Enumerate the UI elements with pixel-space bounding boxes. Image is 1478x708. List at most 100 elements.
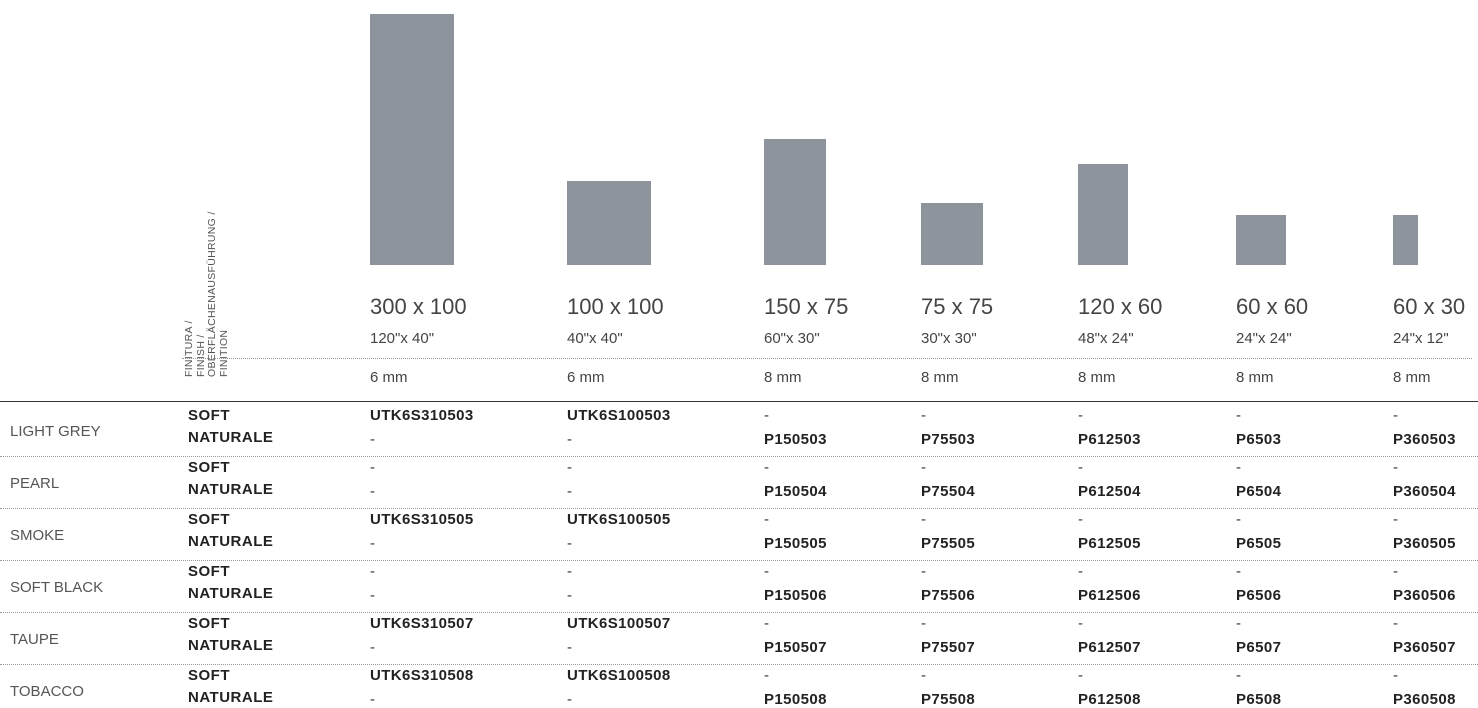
finish-soft-label: SOFT [188, 615, 230, 632]
size-metric-label: 75 x 75 [921, 294, 994, 319]
product-code-soft: - [1393, 407, 1398, 424]
finish-header-line: FINITION [217, 329, 230, 377]
finish-naturale-label: NATURALE [188, 637, 274, 654]
thickness-label: 6 mm [370, 369, 408, 386]
color-name: PEARL [10, 475, 60, 492]
product-code-soft: - [764, 615, 769, 632]
product-code-soft: - [921, 667, 926, 684]
product-code-soft: - [1236, 407, 1241, 424]
product-code-naturale: - [370, 691, 375, 708]
product-code-soft: - [921, 615, 926, 632]
product-code-soft: UTK6S310503 [370, 407, 474, 424]
finish-naturale-label: NATURALE [188, 533, 274, 550]
product-code-soft: - [370, 459, 375, 476]
product-code-soft: - [764, 511, 769, 528]
tile-size-swatch [1078, 164, 1128, 265]
product-code-soft: - [1078, 511, 1083, 528]
product-code-naturale: P612507 [1078, 639, 1141, 656]
product-code-naturale: P360507 [1393, 639, 1456, 656]
product-code-soft: - [1236, 563, 1241, 580]
product-code-naturale: P6504 [1236, 483, 1282, 500]
thickness-label: 8 mm [764, 369, 802, 386]
product-code-naturale: P360508 [1393, 691, 1456, 708]
tile-size-swatch [1236, 215, 1286, 265]
product-code-soft: UTK6S310507 [370, 615, 474, 632]
product-code-soft: - [1078, 615, 1083, 632]
product-code-soft: - [1393, 615, 1398, 632]
thickness-label: 8 mm [921, 369, 959, 386]
product-code-naturale: P150507 [764, 639, 827, 656]
tile-size-swatch [921, 203, 983, 265]
finish-soft-label: SOFT [188, 459, 230, 476]
color-name: TOBACCO [10, 683, 84, 700]
product-code-soft: - [921, 511, 926, 528]
product-code-soft: - [1236, 667, 1241, 684]
finish-column-header: FINITURA / FINISH / OBERFLÄCHENAUSFÜHRUN… [183, 211, 230, 377]
color-name: SOFT BLACK [10, 579, 104, 596]
product-code-soft: - [921, 563, 926, 580]
product-code-soft: - [1078, 459, 1083, 476]
product-code-naturale: - [370, 587, 375, 604]
size-metric-label: 300 x 100 [370, 294, 467, 319]
product-code-naturale: - [370, 483, 375, 500]
product-code-soft: - [921, 459, 926, 476]
size-inch-label: 60"x 30" [764, 330, 820, 347]
size-inch-label: 24"x 24" [1236, 330, 1292, 347]
product-code-soft: - [1393, 459, 1398, 476]
product-code-naturale: P612508 [1078, 691, 1141, 708]
finish-naturale-label: NATURALE [188, 429, 274, 446]
product-code-naturale: P75504 [921, 483, 976, 500]
product-code-soft: UTK6S100507 [567, 615, 671, 632]
product-code-naturale: - [567, 535, 572, 552]
product-code-soft: - [764, 667, 769, 684]
product-code-naturale: - [567, 691, 572, 708]
product-code-soft: - [1393, 511, 1398, 528]
row-separator [0, 456, 1478, 457]
product-code-naturale: P360506 [1393, 587, 1456, 604]
product-code-naturale: P6505 [1236, 535, 1282, 552]
size-inch-label: 48"x 24" [1078, 330, 1134, 347]
size-metric-label: 150 x 75 [764, 294, 849, 319]
product-code-soft: UTK6S100503 [567, 407, 671, 424]
product-code-soft: - [764, 563, 769, 580]
product-code-naturale: P150506 [764, 587, 827, 604]
table-header-rule [0, 401, 1478, 402]
tile-size-swatch [567, 181, 651, 265]
product-code-naturale: P150505 [764, 535, 827, 552]
product-code-naturale: P360504 [1393, 483, 1456, 500]
finish-soft-label: SOFT [188, 563, 230, 580]
size-metric-label: 60 x 30 [1393, 294, 1466, 319]
product-code-naturale: P75503 [921, 431, 976, 448]
color-name: LIGHT GREY [10, 423, 101, 440]
product-code-naturale: P360503 [1393, 431, 1456, 448]
product-code-soft: - [1078, 407, 1083, 424]
finish-naturale-label: NATURALE [188, 585, 274, 602]
finish-naturale-label: NATURALE [188, 689, 274, 706]
color-name: TAUPE [10, 631, 59, 648]
finish-header-line: FINITURA / [183, 320, 195, 377]
product-code-soft: UTK6S310505 [370, 511, 474, 528]
product-code-soft: - [1078, 667, 1083, 684]
color-name: SMOKE [10, 527, 65, 544]
product-code-soft: - [1236, 511, 1241, 528]
product-code-soft: - [764, 459, 769, 476]
size-inch-label: 120"x 40" [370, 330, 435, 347]
product-code-soft: UTK6S310508 [370, 667, 474, 684]
tile-size-swatch [764, 139, 826, 265]
product-code-naturale: P612503 [1078, 431, 1141, 448]
product-code-naturale: P75508 [921, 691, 976, 708]
row-separator [0, 508, 1478, 509]
size-inch-label: 30"x 30" [921, 330, 977, 347]
product-code-naturale: P150504 [764, 483, 827, 500]
product-code-naturale: P6503 [1236, 431, 1282, 448]
product-code-naturale: - [370, 535, 375, 552]
product-code-naturale: P75505 [921, 535, 976, 552]
product-code-naturale: - [567, 639, 572, 656]
product-code-soft: - [764, 407, 769, 424]
product-code-naturale: P6506 [1236, 587, 1282, 604]
product-code-naturale: - [567, 483, 572, 500]
finish-soft-label: SOFT [188, 511, 230, 528]
product-code-soft: - [1236, 459, 1241, 476]
tile-size-swatch [370, 14, 454, 265]
product-code-soft: - [921, 407, 926, 424]
